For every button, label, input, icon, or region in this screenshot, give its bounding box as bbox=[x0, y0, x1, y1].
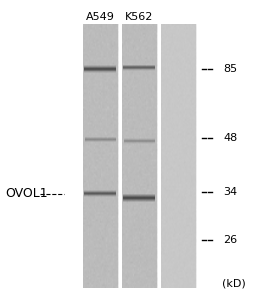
Bar bbox=[122, 24, 157, 288]
Text: 85: 85 bbox=[224, 64, 238, 74]
Bar bbox=[161, 24, 196, 288]
Text: (kD): (kD) bbox=[222, 278, 246, 289]
Text: 26: 26 bbox=[224, 235, 238, 245]
Text: K562: K562 bbox=[125, 12, 153, 22]
Text: OVOL1: OVOL1 bbox=[5, 187, 48, 200]
Bar bbox=[83, 24, 118, 288]
Text: A549: A549 bbox=[86, 12, 115, 22]
Text: 48: 48 bbox=[224, 133, 238, 143]
Text: 34: 34 bbox=[224, 187, 238, 197]
